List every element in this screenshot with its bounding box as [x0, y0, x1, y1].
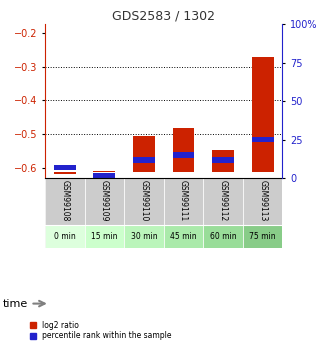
Bar [164, 178, 203, 225]
Text: GSM99111: GSM99111 [179, 180, 188, 221]
Title: GDS2583 / 1302: GDS2583 / 1302 [112, 10, 215, 23]
Bar [124, 178, 164, 225]
Bar [45, 178, 84, 225]
Text: 45 min: 45 min [170, 232, 197, 241]
Bar [243, 178, 282, 225]
Text: GSM99108: GSM99108 [60, 180, 69, 221]
Text: GSM99112: GSM99112 [219, 180, 228, 221]
Bar [212, 157, 234, 162]
Bar [93, 170, 115, 172]
Text: 30 min: 30 min [131, 232, 157, 241]
Legend: log2 ratio, percentile rank within the sample: log2 ratio, percentile rank within the s… [30, 320, 173, 341]
Bar [84, 225, 124, 248]
Bar [252, 137, 273, 142]
Bar [124, 225, 164, 248]
Bar [133, 136, 155, 172]
Bar [203, 225, 243, 248]
Text: GSM99113: GSM99113 [258, 180, 267, 221]
Text: 60 min: 60 min [210, 232, 236, 241]
Bar [243, 225, 282, 248]
Bar [252, 57, 273, 172]
Bar [173, 152, 195, 158]
Text: 0 min: 0 min [54, 232, 76, 241]
Text: 15 min: 15 min [91, 232, 117, 241]
Text: GSM99110: GSM99110 [139, 180, 148, 221]
Text: 75 min: 75 min [249, 232, 276, 241]
Bar [54, 165, 76, 170]
Bar [45, 225, 84, 248]
Bar [133, 157, 155, 162]
Bar [173, 128, 195, 172]
Bar [54, 171, 76, 174]
Text: time: time [3, 299, 29, 308]
Bar [93, 172, 115, 178]
Bar [203, 178, 243, 225]
Bar [84, 178, 124, 225]
Bar [212, 149, 234, 172]
Text: GSM99109: GSM99109 [100, 180, 109, 221]
Bar [164, 225, 203, 248]
